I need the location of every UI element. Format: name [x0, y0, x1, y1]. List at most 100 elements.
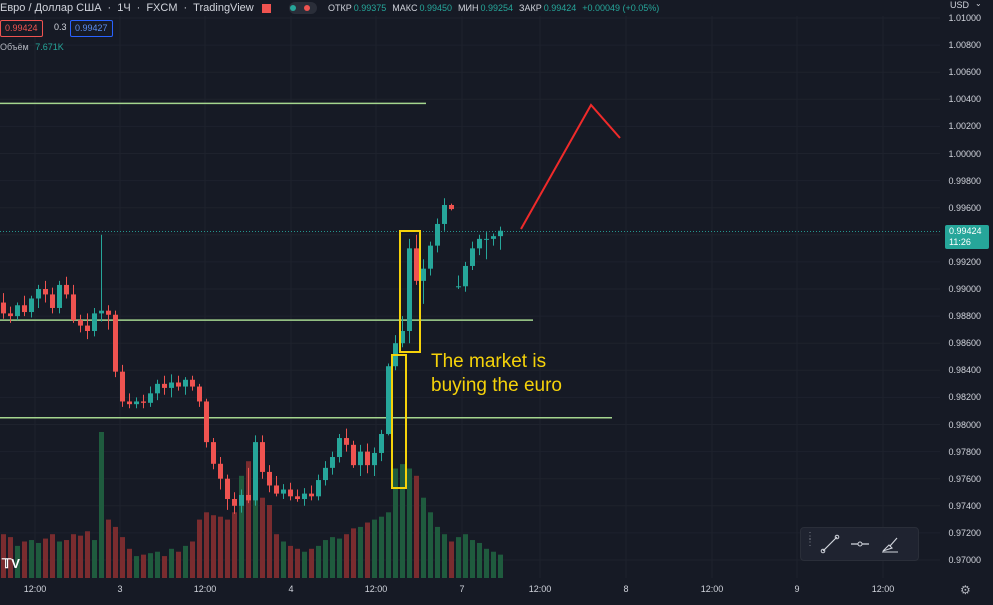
volume-bar: [414, 475, 419, 578]
volume-bar: [92, 540, 97, 578]
candle-body: [22, 305, 27, 313]
highlight-box: [391, 354, 407, 489]
volume-bar: [428, 512, 433, 578]
candle-body: [197, 386, 202, 402]
volume-bar: [351, 528, 356, 578]
volume-bar: [190, 541, 195, 578]
close-label: ЗАКР: [519, 3, 542, 13]
time-tick-label: 12:00: [528, 584, 552, 594]
sell-button[interactable]: 0.99424: [0, 20, 43, 37]
candle-body: [29, 298, 34, 313]
candle-body: [386, 366, 391, 434]
interval-label[interactable]: 1Ч: [117, 2, 131, 14]
price-tick-label: 1.01000: [948, 13, 981, 23]
drag-handle-icon[interactable]: ⋮ ⋮: [805, 531, 815, 548]
volume-bar: [113, 526, 118, 578]
candle-body: [379, 433, 384, 453]
volume-bar: [386, 512, 391, 578]
candle-body: [43, 289, 48, 295]
current-price-badge: 0.99424 11:26: [945, 225, 989, 249]
volume-bar: [407, 468, 412, 578]
market-status-toggle[interactable]: [288, 2, 317, 14]
low-value: 0.99254: [480, 3, 514, 13]
buy-button[interactable]: 0.99427: [70, 20, 113, 37]
flag-icon[interactable]: [261, 3, 271, 13]
candle-body: [155, 383, 160, 394]
time-tick-label: 9: [794, 584, 800, 594]
trend-line-tool[interactable]: [817, 531, 843, 557]
volume-bar: [218, 516, 223, 578]
candle-body: [470, 248, 475, 266]
volume-bar: [120, 537, 125, 578]
candle-body: [204, 401, 209, 443]
volume-bar: [85, 531, 90, 578]
price-tick-label: 1.00800: [948, 40, 981, 51]
candle-body: [498, 230, 503, 237]
volume-bar: [260, 497, 265, 578]
volume-bar: [141, 554, 146, 578]
candle-body: [337, 438, 342, 458]
separator-dot: ·: [136, 2, 141, 14]
volume-bar: [36, 542, 41, 578]
candle-body: [281, 489, 286, 494]
volume-bar: [484, 548, 489, 578]
candle-body: [414, 248, 419, 281]
volume-bar: [477, 542, 482, 578]
volume-bar: [22, 541, 27, 578]
price-tick-label: 1.00600: [948, 67, 981, 78]
price-tick-label: 0.97600: [948, 473, 981, 484]
currency-label[interactable]: USD: [950, 0, 970, 10]
symbol-header: Евро / Доллар США · 1Ч · FXCM · TradingV…: [0, 0, 323, 16]
spread-label: 0.3: [54, 22, 67, 32]
candle-body: [169, 382, 174, 388]
candle-body: [372, 452, 377, 466]
brush-tool[interactable]: [877, 531, 903, 557]
chevron-down-icon[interactable]: ⌄: [975, 0, 982, 8]
candle-body: [477, 238, 482, 249]
horizontal-ray-tool[interactable]: [847, 531, 873, 557]
symbol-name[interactable]: Евро / Доллар США: [0, 2, 102, 14]
volume-bar: [295, 548, 300, 578]
current-price-value: 0.99424: [949, 226, 982, 236]
candle-body: [218, 463, 223, 479]
time-tick-label: 7: [459, 584, 465, 594]
candle-body: [323, 467, 328, 481]
separator-dot: ·: [183, 2, 188, 14]
candle-body: [442, 204, 447, 224]
volume-bar: [365, 522, 370, 578]
candle-countdown: 11:26: [949, 237, 971, 247]
volume-bar: [155, 551, 160, 578]
volume-bar: [232, 512, 237, 578]
open-value: 0.99375: [353, 3, 387, 13]
volume-bar: [372, 519, 377, 578]
gear-icon[interactable]: ⚙: [960, 583, 971, 597]
volume-bar: [491, 551, 496, 578]
candle-body: [309, 493, 314, 497]
candle-body: [71, 294, 76, 321]
annotation-text[interactable]: The market is buying the euro: [431, 350, 631, 398]
volume-bar: [400, 464, 405, 578]
price-tick-label: 0.98800: [948, 311, 981, 322]
source-label: TradingView: [193, 2, 254, 14]
time-tick-label: 8: [623, 584, 629, 594]
volume-bar: [449, 541, 454, 578]
candle-body: [85, 325, 90, 332]
time-tick-label: 12:00: [700, 584, 724, 594]
volume-bar: [393, 468, 398, 578]
high-value: 0.99450: [419, 3, 452, 13]
annotation-line-2: buying the euro: [431, 375, 562, 396]
volume-bar: [43, 538, 48, 578]
price-tick-label: 0.98400: [948, 365, 981, 376]
volume-bar: [330, 537, 335, 578]
candle-body: [267, 471, 272, 486]
time-tick-label: 3: [117, 584, 123, 594]
ohlc-values: ОТКР 0.99375 МАКС 0.99450 МИН 0.99254 ЗА…: [328, 0, 665, 16]
volume-value: 7.671K: [35, 42, 64, 52]
candle-body: [120, 371, 125, 402]
trend-line-icon: [820, 534, 840, 554]
tradingview-logo[interactable]: 𝕋V: [2, 556, 20, 571]
candle-body: [295, 496, 300, 500]
candle-body: [302, 493, 307, 500]
